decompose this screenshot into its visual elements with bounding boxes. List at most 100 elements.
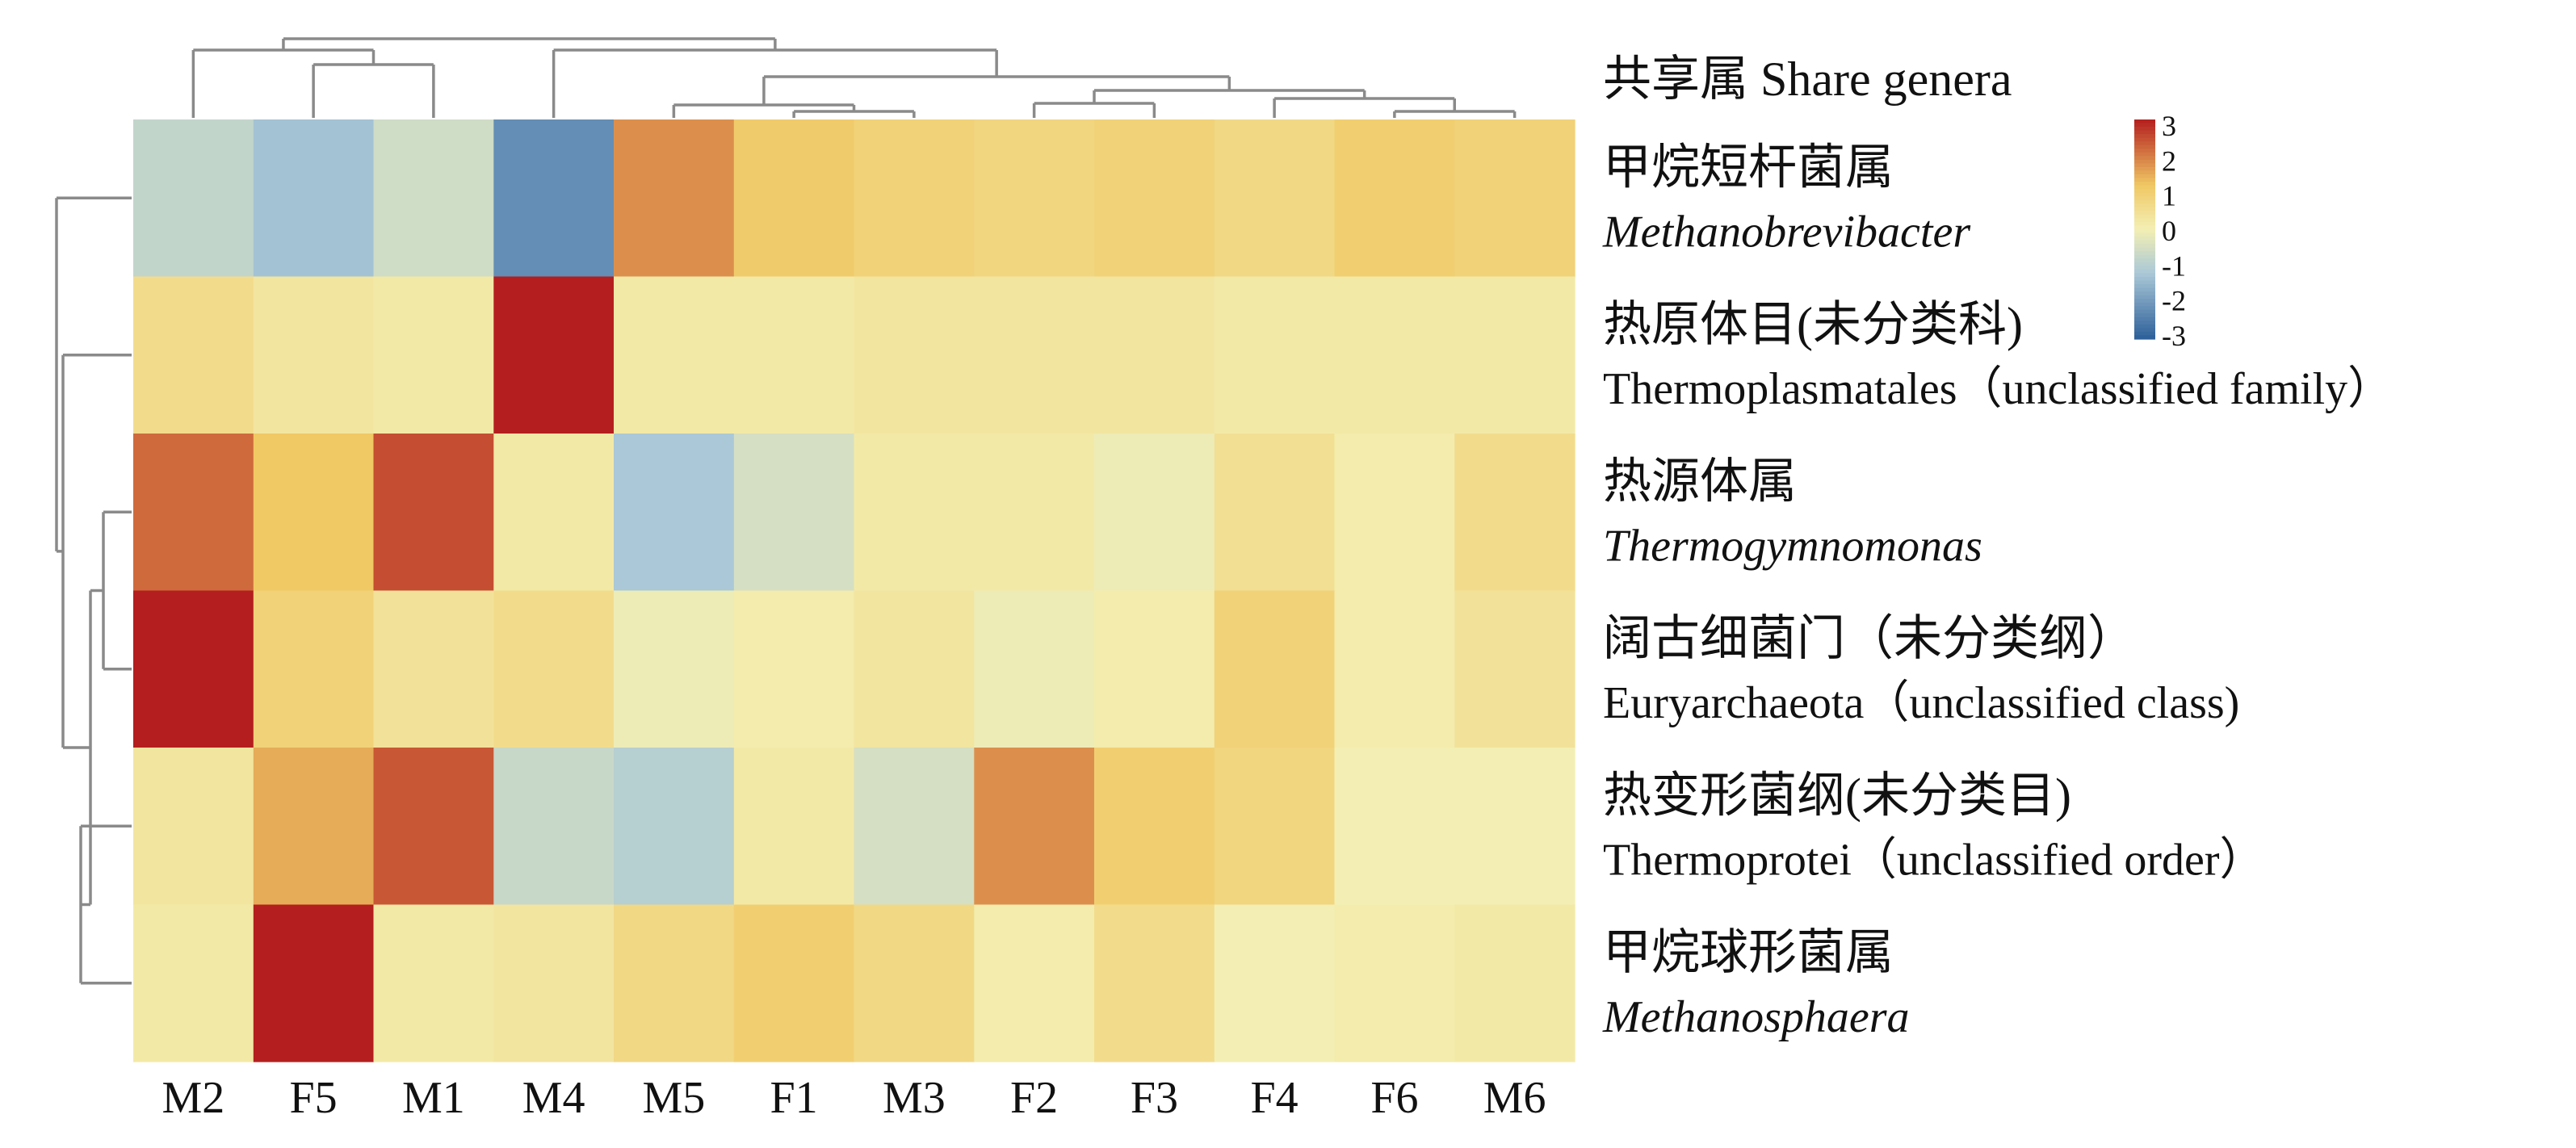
- column-labels: M2 F5 M1 M4 M5 F1 M3 F2 F3 F4 F6 M6: [162, 1073, 1546, 1123]
- heatmap-cell-F4-row6: [1214, 904, 1336, 1062]
- heatmap-cell-M4-row4: [493, 590, 615, 748]
- heatmap-cell-M5-row5: [614, 748, 735, 906]
- heatmap-cell-F5-row1: [253, 119, 375, 278]
- column-label-F3: F3: [1131, 1073, 1178, 1123]
- color-scale-segment: [2134, 141, 2155, 146]
- heatmap-cell-F1-row6: [733, 904, 855, 1062]
- color-scale-segment: [2134, 214, 2155, 219]
- color-scale-segment: [2134, 313, 2155, 318]
- color-scale-segment: [2134, 152, 2155, 157]
- heatmap-cell-M1-row6: [373, 904, 494, 1062]
- color-scale-segment: [2134, 166, 2155, 172]
- color-scale-segment: [2134, 189, 2155, 194]
- heatmap-cell-M3-row5: [854, 748, 975, 906]
- color-scale-segment: [2134, 335, 2155, 340]
- row-label-latin: Thermoprotei（unclassified order）: [1603, 835, 2265, 885]
- color-scale-segment: [2134, 273, 2155, 278]
- color-scale-tick-label: 2: [2162, 145, 2176, 177]
- heatmap-cell-M6-row5: [1454, 748, 1575, 906]
- heatmap-cell-M2-row2: [133, 276, 254, 434]
- color-scale-segment: [2134, 211, 2155, 216]
- column-label-F2: F2: [1010, 1073, 1058, 1123]
- heatmap-cell-F2-row1: [974, 119, 1095, 278]
- heatmap-cell-M3-row1: [854, 119, 975, 278]
- heatmap-cell-F1-row3: [733, 434, 855, 592]
- heatmap-cell-M5-row4: [614, 590, 735, 748]
- heatmap-cell-F1-row5: [733, 748, 855, 906]
- color-scale-segment: [2134, 127, 2155, 132]
- heatmap-cell-F3-row3: [1094, 434, 1215, 592]
- heatmap-cell-F6-row3: [1334, 434, 1455, 592]
- color-scale-segment: [2134, 247, 2155, 252]
- color-scale-segment: [2134, 145, 2155, 149]
- heatmap-cell-M1-row5: [373, 748, 494, 906]
- color-scale-tick-label: -1: [2162, 249, 2186, 282]
- color-scale-segment: [2134, 196, 2155, 201]
- color-scale-segment: [2134, 309, 2155, 314]
- row-label-zh: 阔古细菌门（未分类纲）: [1603, 612, 2136, 665]
- column-label-M1: M1: [402, 1073, 465, 1123]
- heatmap-cell-M1-row2: [373, 276, 494, 434]
- heatmap-cell-F6-row6: [1334, 904, 1455, 1062]
- heatmap-cell-M4-row3: [493, 434, 615, 592]
- column-label-M6: M6: [1483, 1073, 1546, 1123]
- color-scale-segment: [2134, 170, 2155, 175]
- heatmap-cell-F2-row4: [974, 590, 1095, 748]
- color-scale-segment: [2134, 331, 2155, 337]
- heatmap-cell-F3-row1: [1094, 119, 1215, 278]
- row-label-latin: Thermogymnomonas: [1603, 521, 1982, 571]
- color-scale-segment: [2134, 321, 2155, 325]
- color-scale-segment: [2134, 240, 2155, 245]
- heatmap-cell-F3-row4: [1094, 590, 1215, 748]
- heatmap-cell-M2-row6: [133, 904, 254, 1062]
- column-header-label: 共享属 Share genera: [1603, 52, 2012, 106]
- heatmap-cell-F6-row1: [1334, 119, 1455, 278]
- color-scale-tick-label: -2: [2162, 285, 2186, 317]
- color-scale-segment: [2134, 237, 2155, 241]
- heatmap-cell-M6-row1: [1454, 119, 1575, 278]
- row-label-latin: Thermoplasmatales（unclassified family）: [1603, 364, 2393, 414]
- heatmap-cell-M3-row6: [854, 904, 975, 1062]
- heatmap-cell-M1-row3: [373, 434, 494, 592]
- column-dendrogram-branch: [1393, 110, 1517, 118]
- heatmap-cell-F1-row1: [733, 119, 855, 278]
- column-dendrogram: [191, 37, 1517, 118]
- heatmap-cell-F5-row6: [253, 904, 375, 1062]
- heatmap-cell-M4-row5: [493, 748, 615, 906]
- color-scale-segment: [2134, 316, 2155, 321]
- color-scale-segment: [2134, 229, 2155, 234]
- row-dendrogram-branch: [55, 196, 132, 553]
- heatmap-cell-F5-row5: [253, 748, 375, 906]
- heatmap-cell-F3-row6: [1094, 904, 1215, 1062]
- color-scale-segment: [2134, 295, 2155, 300]
- color-scale-segment: [2134, 199, 2155, 204]
- color-scale-segment: [2134, 233, 2155, 237]
- heatmap-cell-M3-row3: [854, 434, 975, 592]
- heatmap-cell-F4-row5: [1214, 748, 1336, 906]
- column-label-F1: F1: [770, 1073, 818, 1123]
- heatmap-cell-M2-row1: [133, 119, 254, 278]
- row-label-zh: 热原体目(未分类科): [1603, 298, 2023, 351]
- heatmap-cell-F4-row3: [1214, 434, 1336, 592]
- heatmap-cell-F5-row2: [253, 276, 375, 434]
- row-label-latin: Methanobrevibacter: [1602, 207, 1970, 257]
- heatmap-cell-M5-row6: [614, 904, 735, 1062]
- color-scale-segment: [2134, 262, 2155, 266]
- heatmap-cell-F5-row4: [253, 590, 375, 748]
- color-scale-segment: [2134, 291, 2155, 296]
- row-label-zh: 甲烷球形菌属: [1603, 926, 1894, 979]
- heatmap-cell-M2-row3: [133, 434, 254, 592]
- color-scale-segment: [2134, 221, 2155, 227]
- heatmap-cell-M5-row1: [614, 119, 735, 278]
- color-scale-segment: [2134, 182, 2155, 186]
- heatmap-cell-M6-row6: [1454, 904, 1575, 1062]
- color-scale-segment: [2134, 284, 2155, 289]
- color-scale-segment: [2134, 258, 2155, 263]
- heatmap-cell-M6-row2: [1454, 276, 1575, 434]
- heatmap-cell-M3-row4: [854, 590, 975, 748]
- column-dendrogram-branch: [552, 48, 998, 118]
- color-scale-segment: [2134, 269, 2155, 274]
- color-scale-segment: [2134, 134, 2155, 139]
